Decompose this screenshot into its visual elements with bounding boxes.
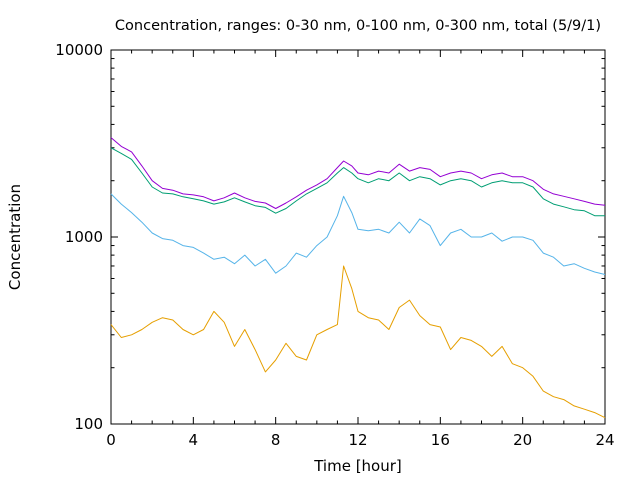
x-tick-label: 20 — [513, 431, 532, 449]
x-tick-label: 8 — [271, 431, 281, 449]
chart-title: Concentration, ranges: 0-30 nm, 0-100 nm… — [115, 18, 601, 34]
series-lines — [110, 137, 606, 419]
y-minor-ticks — [111, 58, 605, 369]
y-axis-label: Concentration — [6, 184, 24, 290]
y-tick-label: 10000 — [55, 41, 103, 59]
x-axis-ticks: 0 4 8 12 16 20 24 — [106, 50, 615, 449]
series-line-1 — [110, 137, 606, 209]
x-tick-label: 24 — [595, 431, 614, 449]
x-tick-label: 16 — [431, 431, 450, 449]
plot-frame — [110, 49, 606, 425]
y-tick-label: 1000 — [65, 228, 103, 246]
series-line-3 — [110, 193, 606, 275]
x-tick-label: 0 — [106, 431, 116, 449]
x-axis-label: Time [hour] — [313, 457, 402, 475]
series-line-2 — [110, 147, 605, 217]
y-axis-ticks: 100 1000 10000 — [55, 41, 605, 433]
series-line-4 — [110, 265, 606, 419]
y-tick-label: 100 — [74, 415, 103, 433]
x-tick-label: 12 — [348, 431, 367, 449]
x-tick-label: 4 — [189, 431, 199, 449]
